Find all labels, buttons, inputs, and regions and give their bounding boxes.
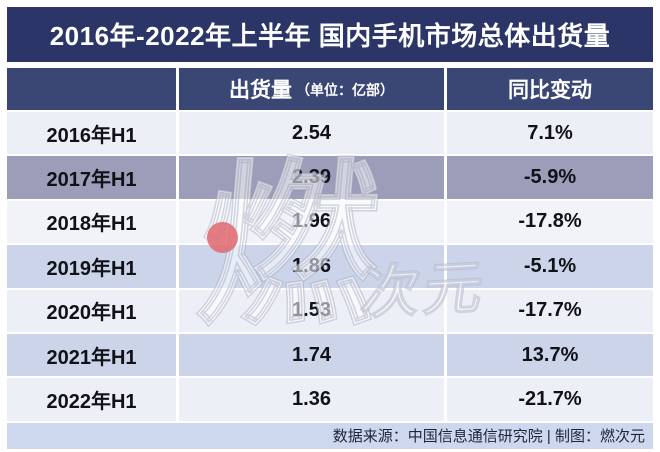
period-cell: 2022年H1	[46, 391, 137, 414]
yoy-cell: -17.8%	[444, 200, 653, 244]
table-row-2016: 2016年H1 2.54 7.1%	[7, 110, 653, 155]
shipments-cell: 1.74	[176, 333, 444, 377]
table-body: 2016年H1 2.54 7.1% 2017年H1 2.39 -5.9% 201…	[7, 110, 653, 421]
header-cell-period	[7, 68, 176, 110]
table-row-2022: 2022年H1 1.36 -21.7%	[7, 376, 653, 421]
source-text: 数据来源：中国信息通信研究院 | 制图：燃次元	[332, 428, 645, 446]
source-footer: 数据来源：中国信息通信研究院 | 制图：燃次元	[7, 420, 653, 449]
table-row-2017: 2017年H1 2.39 -5.9%	[7, 154, 653, 199]
shipments-header-label: 出货量	[229, 79, 292, 102]
period-cell: 2021年H1	[46, 346, 137, 369]
shipments-cell: 1.53	[176, 289, 444, 332]
period-cell: 2017年H1	[46, 169, 137, 192]
shipments-cell: 1.96	[176, 200, 444, 244]
period-cell: 2016年H1	[46, 124, 137, 147]
title-bar: 2016年-2022年上半年 国内手机市场总体出货量	[7, 7, 653, 62]
yoy-cell: -5.1%	[444, 245, 653, 288]
yoy-cell: -21.7%	[444, 378, 653, 421]
yoy-cell: -17.7%	[444, 289, 653, 332]
shipments-cell: 1.86	[176, 245, 444, 288]
table-header: 出货量 （单位：亿部） 同比变动	[7, 68, 653, 110]
table-row-2020: 2020年H1 1.53 -17.7%	[7, 287, 653, 332]
shipments-cell: 2.54	[176, 112, 444, 155]
yoy-cell: 13.7%	[444, 333, 653, 377]
header-cell-shipments: 出货量 （单位：亿部）	[176, 68, 444, 110]
header-cell-yoy: 同比变动	[444, 68, 653, 110]
period-cell: 2020年H1	[46, 302, 137, 325]
yoy-header-label: 同比变动	[508, 79, 592, 102]
shipments-unit-label: （单位：亿部）	[296, 82, 394, 98]
shipments-cell: 2.39	[176, 156, 444, 199]
yoy-cell: 7.1%	[444, 112, 653, 155]
period-cell: 2018年H1	[46, 213, 137, 236]
shipments-cell: 1.36	[176, 378, 444, 421]
table-row-2019: 2019年H1 1.86 -5.1%	[7, 243, 653, 288]
table-row-2021: 2021年H1 1.74 13.7%	[7, 331, 653, 377]
page-title: 2016年-2022年上半年 国内手机市场总体出货量	[49, 21, 611, 51]
period-cell: 2019年H1	[46, 257, 137, 280]
yoy-cell: -5.9%	[444, 156, 653, 199]
table-row-2018: 2018年H1 1.96 -17.8%	[7, 198, 653, 244]
